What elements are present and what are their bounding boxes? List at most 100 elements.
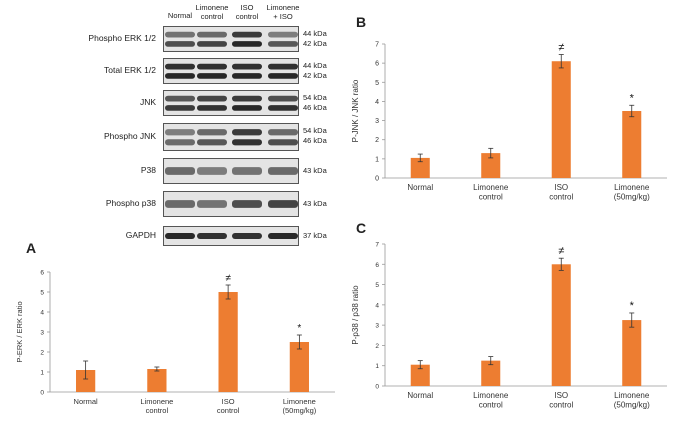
blot-band [268,105,298,111]
kda-label: 44 kDa 42 kDa [303,61,327,80]
y-tick-label: 0 [375,384,379,391]
bar [76,370,96,392]
blot-band [232,200,262,208]
bar [289,342,309,392]
blot-band [268,139,298,146]
blot-band [232,139,262,146]
y-tick-label: 6 [40,270,44,277]
blot-band [197,31,227,38]
blot-band [268,129,298,136]
kda-label: 37 kDa [303,231,327,240]
blot-membrane [163,58,299,84]
blot-strip [163,123,299,151]
blot-row-label: Phospho JNK [104,131,156,141]
blot-band [268,95,298,102]
blot-band [197,63,227,70]
blot-strip [163,191,299,217]
y-tick-label: 7 [375,242,379,249]
panel-letter-a: A [26,240,37,256]
lane-header: Normal [167,11,193,20]
blot-row-label: Phospho p38 [105,198,156,208]
significance-marker: * [630,92,635,104]
kda-label: 43 kDa [303,166,327,175]
blot-band [268,167,298,175]
blot-band [232,95,262,102]
blot-band [232,129,262,136]
y-tick-label: 4 [40,310,44,317]
blot-band [197,233,227,239]
y-tick-label: 0 [40,390,44,397]
y-axis-label: P-p38 / p38 ratio [351,285,360,345]
blot-band [165,63,195,70]
blot-band [197,41,227,47]
blot-band [268,63,298,70]
y-tick-label: 5 [375,80,379,87]
blot-band [165,129,195,136]
blot-row-label: P38 [140,165,156,175]
lane-header: Limonene + ISO [266,3,300,21]
y-tick-label: 2 [375,343,379,350]
y-tick-label: 3 [40,330,44,337]
lane-header: Limonene control [195,3,229,21]
blot-row-label: Phospho ERK 1/2 [88,33,156,43]
blot-strip [163,90,299,116]
blot-band [165,95,195,102]
blot-band [165,41,195,47]
blot-membrane [163,26,299,52]
significance-marker: * [630,300,635,312]
bar [410,157,430,178]
y-axis-label: P-ERK / ERK ratio [15,301,24,362]
kda-label: 44 kDa 42 kDa [303,29,327,48]
y-tick-label: 6 [375,61,379,68]
category-label: control [549,193,573,202]
blot-strip [163,226,299,246]
y-tick-label: 2 [40,350,44,357]
significance-marker: ≠ [558,42,564,54]
blot-band [165,139,195,146]
y-tick-label: 4 [375,302,379,309]
kda-label: 43 kDa [303,199,327,208]
blot-band [165,73,195,79]
y-tick-label: 0 [375,176,379,183]
blot-band [165,167,195,175]
blot-band [165,31,195,38]
blot-band [232,41,262,47]
category-label: Limonene [614,183,650,192]
significance-marker: ≠ [558,245,564,257]
y-tick-label: 2 [375,137,379,144]
category-label: Normal [407,183,433,192]
category-label: (50mg/kg) [614,193,650,202]
blot-band [197,73,227,79]
blot-band [197,105,227,111]
y-tick-label: 5 [375,282,379,289]
blot-band [197,139,227,146]
category-label: control [217,406,240,415]
y-axis-label: P-JNK / JNK ratio [351,79,360,142]
blot-band [232,233,262,239]
blot-membrane [163,123,299,151]
category-label: Normal [74,397,99,406]
significance-marker: * [297,323,301,334]
lane-header: ISO control [235,3,259,21]
blot-membrane [163,226,299,246]
blot-row-label: Total ERK 1/2 [104,65,156,75]
y-tick-label: 6 [375,262,379,269]
kda-label: 54 kDa 46 kDa [303,93,327,112]
y-tick-label: 1 [375,363,379,370]
blot-band [197,167,227,175]
blot-band [197,200,227,208]
y-tick-label: 1 [40,370,44,377]
blot-band [268,41,298,47]
category-label: control [479,193,503,202]
blot-band [232,73,262,79]
bar [410,364,430,386]
blot-band [232,31,262,38]
blot-band [197,95,227,102]
y-tick-label: 3 [375,118,379,125]
blot-band [232,105,262,111]
bar [481,360,501,386]
bar [622,320,642,386]
